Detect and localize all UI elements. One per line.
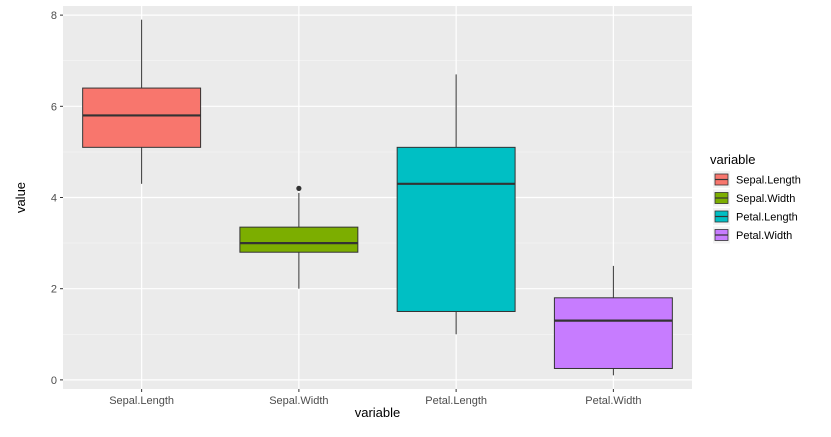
- legend-label: Sepal.Width: [736, 193, 795, 205]
- legend-label: Petal.Width: [736, 230, 792, 242]
- x-tick-label: Petal.Width: [585, 395, 641, 407]
- box-iqr: [396, 146, 516, 312]
- x-tick-label: Sepal.Length: [109, 395, 174, 407]
- y-tick-label: 4: [51, 193, 57, 205]
- box-layer: [82, 19, 673, 376]
- legend-label: Sepal.Length: [736, 175, 801, 187]
- axis-layer: 0 2 4 6 8 Sepal.Length Sepal.Width Petal.Length…: [51, 10, 642, 407]
- x-tick-label: Petal.Length: [425, 395, 487, 407]
- box-iqr: [239, 226, 359, 253]
- x-tick-label: Sepal.Width: [269, 395, 328, 407]
- y-tick-label: 0: [51, 375, 57, 387]
- box-iqr: [553, 297, 673, 369]
- y-tick-label: 6: [51, 101, 57, 113]
- legend-label: Petal.Length: [736, 212, 798, 224]
- y-tick-label: 8: [51, 10, 57, 22]
- y-tick-label: 2: [51, 284, 57, 296]
- box-iqr: [82, 87, 202, 148]
- y-axis-title: value: [13, 182, 28, 213]
- legend: variable Sepal.Length Sepal.Width Petal.Le…: [710, 152, 801, 244]
- legend-title: variable: [710, 152, 756, 167]
- outlier-point: [296, 185, 302, 191]
- x-axis-title: variable: [355, 405, 401, 420]
